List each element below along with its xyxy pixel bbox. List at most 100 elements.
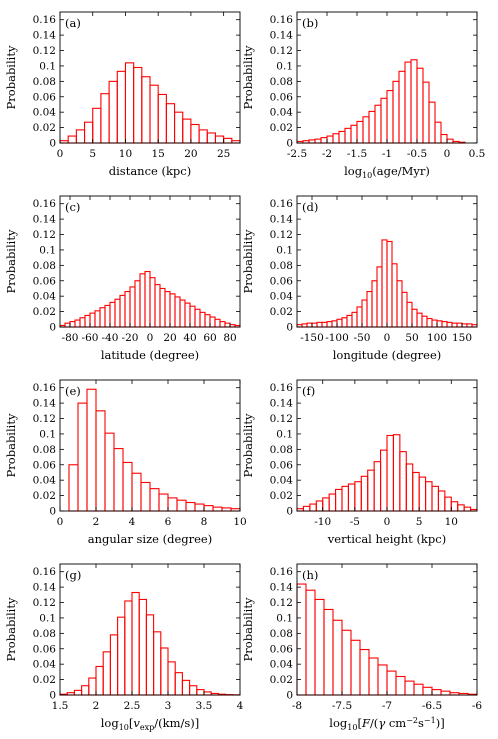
- histogram-bar: [189, 305, 196, 328]
- histogram-bar: [395, 675, 406, 696]
- histogram-bar: [338, 130, 346, 144]
- x-tick-label: -2: [322, 148, 332, 160]
- y-tick-label: 0.04: [270, 291, 294, 303]
- histogram-bar: [386, 670, 397, 696]
- histogram-bar: [413, 683, 424, 696]
- histogram-bar: [356, 120, 364, 144]
- histogram-bar: [179, 299, 186, 328]
- x-axis-label: longitude (degree): [333, 348, 442, 362]
- x-axis-label: angular size (degree): [88, 532, 212, 546]
- x-tick-label: -6.5: [422, 700, 442, 712]
- x-tick-label: -150: [300, 332, 324, 344]
- histogram-bar: [366, 291, 373, 328]
- y-tick-label: 0.06: [33, 643, 57, 655]
- x-tick-label: -2.5: [287, 148, 307, 160]
- y-tick-label: 0.02: [270, 122, 293, 134]
- histogram-bar: [124, 62, 135, 144]
- histogram-bar: [108, 80, 118, 144]
- y-tick-label: 0.04: [33, 475, 57, 487]
- y-tick-label: 0.16: [270, 198, 294, 210]
- panel-tag: (b): [302, 16, 318, 30]
- y-tick-label: 0: [286, 138, 293, 150]
- histogram-bar: [405, 463, 414, 512]
- histogram-bar: [392, 80, 400, 144]
- histogram-bar: [368, 110, 376, 144]
- x-tick-label: 6: [165, 516, 172, 528]
- histogram-bar: [431, 689, 442, 696]
- x-tick-label: 0.5: [469, 148, 486, 160]
- y-tick-label: 0.08: [270, 444, 293, 456]
- histogram-bar: [428, 101, 436, 144]
- x-tick-label: -1.5: [347, 148, 367, 160]
- histogram-bar: [69, 321, 76, 328]
- x-tick-label: 40: [183, 332, 196, 344]
- histogram-bar: [99, 307, 106, 328]
- histogram-bar: [194, 308, 201, 328]
- histogram-bar: [145, 614, 155, 696]
- histogram-bar: [159, 287, 166, 328]
- histogram-bar: [380, 97, 388, 144]
- histogram-bar: [154, 284, 161, 328]
- histogram-bar: [396, 280, 403, 328]
- histogram-bar: [336, 318, 343, 328]
- x-tick-label: 3: [165, 700, 172, 712]
- histogram-bar: [68, 464, 79, 512]
- y-tick-label: 0.14: [33, 398, 57, 410]
- x-tick-label: 0: [57, 516, 64, 528]
- y-tick-label: 0.04: [33, 659, 57, 671]
- histogram-bar: [437, 490, 446, 512]
- histogram-bar: [422, 81, 430, 144]
- histogram-bar: [219, 321, 226, 328]
- x-tick-label: 4: [129, 516, 136, 528]
- histogram-bar: [94, 310, 101, 328]
- histogram-bar: [354, 481, 362, 512]
- y-tick-label: 0.14: [33, 214, 57, 226]
- histogram-panel: 0 0.02 0.04 0.06 0.08 0.1 0.12 0.14 0.16 -150 -100…: [241, 195, 478, 362]
- y-tick-label: 0.08: [33, 628, 56, 640]
- histogram-bar: [309, 503, 317, 512]
- histogram-bar: [100, 93, 110, 144]
- y-tick-label: 0.08: [33, 444, 56, 456]
- y-tick-label: 0.02: [270, 306, 293, 318]
- x-tick-label: 1.5: [52, 700, 69, 712]
- x-tick-label: 25: [217, 148, 230, 160]
- y-axis-label: Probability: [4, 413, 18, 477]
- histogram-bar: [92, 107, 102, 144]
- histogram-bar: [436, 320, 443, 328]
- histogram-bar: [461, 323, 468, 328]
- y-tick-label: 0.12: [33, 229, 56, 241]
- histogram-bar: [362, 116, 370, 144]
- histogram-bar: [212, 506, 223, 512]
- y-axis-label: Probability: [4, 45, 18, 109]
- histogram-panel: 0 0.02 0.04 0.06 0.08 0.1 0.12 0.14 0.16 -10 -5 0 5 1…: [241, 379, 478, 546]
- x-tick-label: 0: [147, 332, 154, 344]
- histogram-bar: [95, 410, 106, 512]
- histogram-bar: [157, 93, 167, 144]
- x-axis-label: log10(age/Myr): [344, 164, 430, 180]
- histogram-bar: [185, 501, 196, 512]
- histogram-bar: [374, 104, 382, 144]
- histogram-bar: [356, 306, 363, 328]
- histogram-bar: [421, 315, 428, 328]
- histogram-bar: [198, 129, 208, 144]
- histogram-bar: [377, 664, 388, 696]
- x-tick-label: 10: [233, 516, 246, 528]
- histogram-bar: [431, 485, 439, 512]
- x-tick-label: 2: [93, 700, 100, 712]
- y-tick-label: 0.14: [33, 30, 57, 42]
- y-tick-label: 0.1: [276, 612, 293, 624]
- y-tick-label: 0.06: [33, 275, 57, 287]
- panel-tag: (e): [65, 384, 81, 398]
- x-tick-label: -100: [325, 332, 349, 344]
- x-tick-label: -80: [62, 332, 79, 344]
- x-axis-label: latitude (degree): [101, 348, 199, 362]
- histogram-bar: [209, 316, 216, 328]
- histogram-bar: [315, 500, 324, 512]
- histogram-bar: [368, 657, 379, 696]
- plot-frame: [59, 379, 241, 512]
- histogram-bar: [361, 299, 368, 328]
- histogram-bar: [373, 461, 382, 512]
- histogram-bar: [84, 314, 91, 328]
- x-tick-label: 0: [384, 332, 391, 344]
- histogram-bar: [167, 661, 176, 696]
